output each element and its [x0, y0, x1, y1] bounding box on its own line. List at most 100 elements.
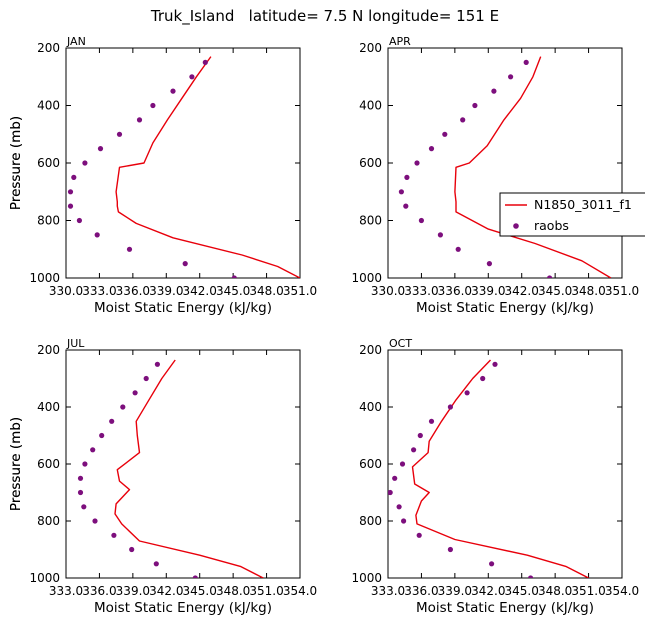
obs-point-apr: [437, 232, 443, 238]
panel-jul: 333.0 336.0 339.0 342.0 345.0 348.0 351.0 354.0…: [8, 337, 317, 616]
y-tick-label: 400: [37, 400, 60, 414]
obs-point-jul: [153, 561, 159, 567]
obs-point-jan: [82, 160, 88, 166]
x-tick-label: 351.0: [249, 584, 283, 598]
x-tick-label: 342.0: [471, 584, 505, 598]
x-tick-label: 342.0: [183, 284, 217, 298]
x-tick-label: 336.0: [116, 284, 150, 298]
obs-point-jan: [136, 117, 143, 123]
plot-frame-jan: [65, 47, 301, 279]
x-tick-label: 345.0: [183, 584, 217, 598]
y-tick-label: 200: [37, 41, 60, 55]
x-tick-label: 333.0: [49, 584, 83, 598]
y-tick-label: 600: [37, 457, 60, 471]
obs-point-oct: [399, 461, 406, 467]
plot-area-oct: [388, 359, 589, 578]
obs-point-oct: [411, 447, 417, 453]
x-tick-label: 351.0: [283, 284, 317, 298]
obs-point-jul: [120, 404, 126, 410]
obs-point-apr: [523, 59, 529, 65]
x-tick-label: 348.0: [571, 284, 605, 298]
obs-point-jul: [81, 504, 87, 510]
obs-point-apr: [486, 261, 492, 267]
y-axis-label-oct: Pressure (mb): [8, 417, 24, 511]
y-tick-label: 600: [359, 457, 382, 471]
panel-title-apr: APR: [389, 35, 411, 48]
obs-point-jan: [116, 131, 123, 137]
obs-point-oct: [447, 404, 453, 410]
obs-point-jan: [97, 146, 104, 152]
x-tick-label: 330.0: [371, 284, 405, 298]
y-axis-label-apr: Pressure (mb): [8, 116, 24, 210]
y-tick-label: 800: [37, 514, 60, 528]
x-tick-label: 354.0: [605, 584, 639, 598]
obs-point-jul: [99, 432, 105, 439]
obs-point-apr: [418, 217, 424, 224]
x-tick-label: 351.0: [605, 284, 639, 298]
x-tick-label: 351.0: [571, 584, 605, 598]
x-tick-label: 348.0: [538, 584, 572, 598]
panel-jan: 330.0 333.0 336.0 339.0 342.0 345.0 348.0 351.0…: [8, 35, 317, 316]
x-tick-label: 333.0: [404, 284, 438, 298]
y-tick-label: 1000: [29, 271, 60, 285]
x-tick-label: 345.0: [216, 284, 250, 298]
obs-point-jul: [132, 390, 138, 396]
obs-point-jan: [231, 275, 237, 278]
obs-point-jul: [109, 418, 115, 424]
y-tick-label: 200: [359, 343, 382, 357]
obs-point-jan: [67, 203, 74, 209]
y-tick-label: 600: [37, 156, 60, 170]
y-tick-label: 600: [359, 156, 382, 170]
obs-point-apr: [547, 275, 553, 278]
legend-dot-swatch: [513, 223, 519, 229]
x-tick-label: 339.0: [438, 584, 472, 598]
x-tick-label: 336.0: [438, 284, 472, 298]
x-tick-label: 342.0: [149, 584, 183, 598]
plot-frame-apr: [387, 47, 623, 279]
x-tick-label: 354.0: [283, 584, 317, 598]
obs-point-apr: [442, 131, 448, 137]
obs-point-jan: [182, 261, 188, 267]
obs-point-jan: [126, 246, 133, 252]
obs-point-oct: [489, 561, 495, 567]
x-tick-label: 330.0: [49, 284, 83, 298]
obs-point-jul: [143, 375, 149, 382]
obs-point-apr: [428, 146, 435, 152]
main-title: Truk_Island latitude= 7.5 N longitude= 1…: [150, 7, 499, 26]
obs-point-jan: [76, 217, 82, 224]
model-line-jul: [114, 359, 264, 578]
plot-area-jul: [77, 359, 264, 578]
y-tick-label: 1000: [351, 571, 382, 585]
obs-point-jul: [129, 546, 135, 553]
obs-point-apr: [455, 246, 461, 252]
panel-title-jul: JUL: [66, 337, 85, 350]
obs-point-jul: [154, 361, 160, 367]
obs-point-apr: [404, 174, 410, 180]
plot-frame-oct: [387, 349, 623, 579]
obs-point-apr: [460, 117, 466, 123]
x-axis-label-apr: Moist Static Energy (kJ/kg): [416, 300, 594, 316]
plot-area-apr: [398, 56, 612, 278]
panel-title-oct: OCT: [389, 337, 412, 350]
obs-point-apr: [472, 102, 478, 109]
x-tick-label: 345.0: [538, 284, 572, 298]
obs-point-jan: [170, 88, 176, 94]
obs-point-oct: [401, 518, 407, 524]
obs-point-jul: [77, 475, 84, 481]
obs-point-jan: [94, 232, 100, 238]
obs-point-jan: [202, 59, 208, 65]
obs-point-oct: [416, 532, 422, 538]
obs-point-oct: [417, 432, 423, 439]
x-tick-label: 339.0: [149, 284, 183, 298]
x-tick-label: 339.0: [116, 584, 150, 598]
y-tick-label: 400: [359, 400, 382, 414]
y-axis-label-jul: Pressure (mb): [8, 417, 24, 511]
x-tick-label: 348.0: [249, 284, 283, 298]
obs-point-jul: [77, 489, 84, 496]
obs-point-oct: [447, 546, 453, 553]
y-tick-label: 400: [359, 99, 382, 113]
obs-point-oct: [392, 475, 398, 481]
plot-frame-jul: [65, 349, 301, 579]
panel-oct: 333.0 336.0 339.0 342.0 345.0 348.0 351.0 354.0…: [8, 337, 639, 616]
obs-point-oct: [464, 390, 470, 396]
